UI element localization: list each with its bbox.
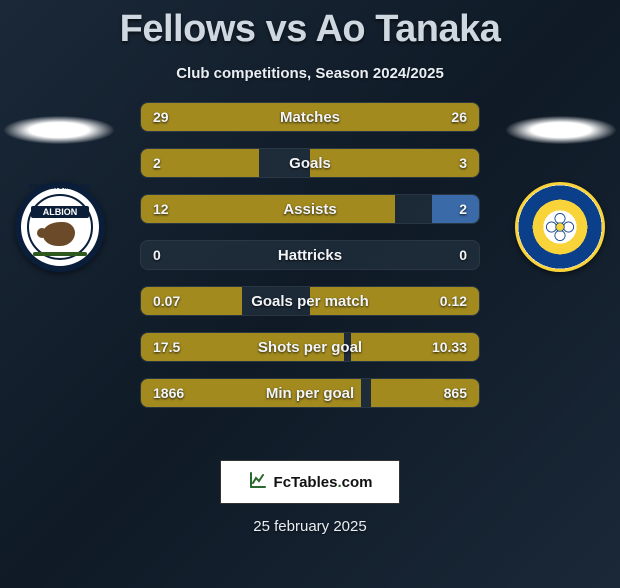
stat-fill-left — [141, 103, 310, 131]
brand-text: FcTables.com — [274, 474, 373, 491]
page-title: Fellows vs Ao Tanaka — [0, 8, 620, 51]
chart-icon — [248, 470, 268, 495]
stat-fill-right — [371, 379, 479, 407]
player-highlight-left — [4, 116, 114, 144]
stat-row: Shots per goal17.510.33 — [140, 332, 480, 362]
stats-bars: Matches2926 Goals23 Assists122 Hattricks0 0 G… — [140, 102, 480, 424]
stat-fill-right — [310, 149, 479, 177]
wba-crest: EST BROMWICH ALBION — [15, 182, 105, 272]
wba-arc-text: EST BROMWICH — [21, 184, 99, 191]
date: 25 february 2025 — [0, 518, 620, 535]
team-badge-right — [510, 182, 610, 282]
stat-fill-left — [141, 149, 259, 177]
branch-icon — [33, 252, 87, 256]
throstle-icon — [43, 222, 75, 246]
stat-row: Matches2926 — [140, 102, 480, 132]
player-highlight-right — [506, 116, 616, 144]
stat-fill-left — [141, 333, 344, 361]
stat-fill-right — [351, 333, 479, 361]
wba-banner: ALBION — [31, 206, 89, 218]
stat-fill-left — [141, 379, 361, 407]
stat-fill-right — [310, 287, 479, 315]
stat-fill-left — [141, 195, 395, 223]
stat-fill-right — [310, 103, 479, 131]
leeds-rose-icon — [543, 210, 577, 244]
team-badge-left: EST BROMWICH ALBION — [10, 182, 110, 282]
stat-label: Hattricks — [141, 241, 479, 269]
stat-row: Hattricks0 0 — [140, 240, 480, 270]
stat-value-left: 0 — [153, 241, 161, 269]
stat-row: Assists122 — [140, 194, 480, 224]
subtitle: Club competitions, Season 2024/2025 — [0, 65, 620, 82]
leeds-crest — [515, 182, 605, 272]
brand-box[interactable]: FcTables.com — [220, 460, 400, 504]
stat-value-right: 0 — [459, 241, 467, 269]
stat-row: Min per goal1866865 — [140, 378, 480, 408]
comparison-panel: EST BROMWICH ALBION Matche — [0, 102, 620, 442]
stat-row: Goals per match0.070.12 — [140, 286, 480, 316]
stat-row: Goals23 — [140, 148, 480, 178]
stat-fill-right — [432, 195, 479, 223]
stat-fill-left — [141, 287, 242, 315]
